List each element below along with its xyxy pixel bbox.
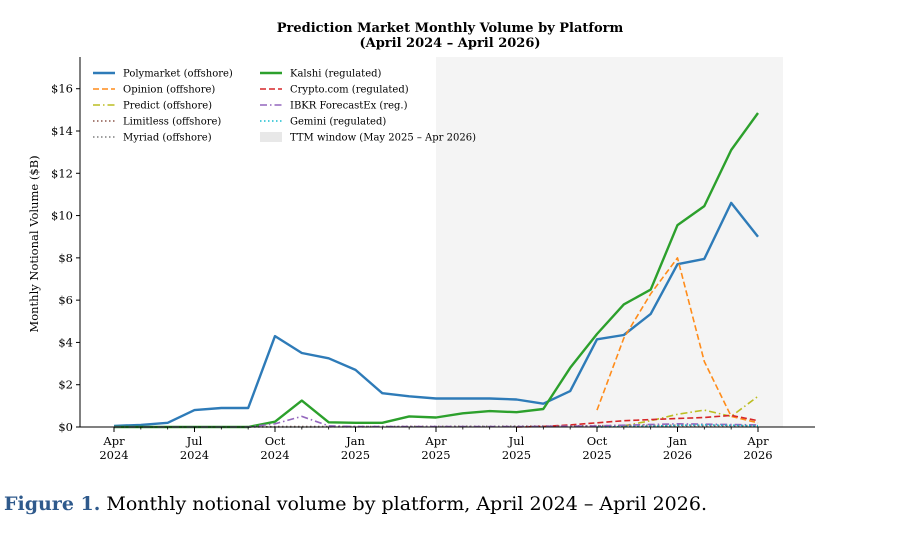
- x-tick-month-label: Jul: [186, 434, 203, 448]
- y-tick-label: $4: [58, 335, 73, 349]
- x-tick-month-label: Jul: [508, 434, 525, 448]
- axes: [79, 57, 815, 428]
- x-tick-month-label: Apr: [424, 434, 447, 448]
- chart-title: Prediction Market Monthly Volume by Plat…: [277, 21, 624, 36]
- legend-label: Kalshi (regulated): [290, 69, 382, 80]
- series-line-7: [114, 415, 759, 428]
- legend-label: TTM window (May 2025 – Apr 2026): [290, 133, 476, 144]
- x-tick-year-label: 2024: [180, 448, 209, 462]
- y-tick-label: $8: [58, 251, 73, 265]
- y-tick-label: $16: [51, 82, 73, 96]
- series-line-8: [596, 424, 759, 428]
- figure-caption: Figure 1. Monthly notional volume by pla…: [4, 493, 707, 515]
- x-tick-year-label: 2024: [99, 448, 128, 462]
- legend-label: Crypto.com (regulated): [290, 85, 409, 96]
- series-line-2: [623, 395, 759, 427]
- legend-swatch-ttm: [260, 132, 282, 142]
- x-tick-month-label: Oct: [587, 434, 608, 448]
- chart-subtitle: (April 2024 – April 2026): [359, 36, 540, 51]
- legend-label: Gemini (regulated): [290, 117, 386, 128]
- x-tick-year-label: 2025: [421, 448, 450, 462]
- x-tick-year-label: 2025: [502, 448, 531, 462]
- y-tick-label: $0: [58, 420, 73, 434]
- x-tick-month-label: Jan: [667, 434, 687, 448]
- x-tick-year-label: 2026: [743, 448, 772, 462]
- x-tick-year-label: 2025: [582, 448, 611, 462]
- y-axis-ticks: $0 $2 $4 $6 $8 $10 $12 $14 $16: [51, 82, 80, 434]
- legend-label: Predict (offshore): [123, 101, 212, 112]
- x-tick-year-label: 2026: [663, 448, 692, 462]
- x-axis-ticks: Apr2024Jul2024Oct2024Jan2025Apr2025Jul20…: [99, 427, 773, 462]
- figure-caption-label: Figure 1.: [4, 493, 101, 515]
- y-tick-label: $14: [51, 124, 73, 138]
- series-line-1: [596, 257, 759, 424]
- y-tick-label: $10: [51, 209, 73, 223]
- series-lines: [113, 112, 759, 429]
- figure-caption-text: Monthly notional volume by platform, Apr…: [106, 493, 707, 515]
- legend: Polymarket (offshore) Opinion (offshore) P…: [93, 69, 476, 144]
- ttm-window-rect: [436, 57, 783, 427]
- y-tick-label: $2: [58, 378, 73, 392]
- y-tick-label: $12: [51, 166, 73, 180]
- legend-label: Limitless (offshore): [123, 117, 221, 128]
- x-tick-month-label: Oct: [265, 434, 286, 448]
- legend-label: Myriad (offshore): [123, 133, 212, 144]
- x-tick-year-label: 2024: [260, 448, 289, 462]
- x-tick-month-label: Apr: [102, 434, 125, 448]
- x-tick-year-label: 2025: [341, 448, 370, 462]
- chart: Prediction Market Monthly Volume by Plat…: [27, 21, 815, 462]
- series-line-0: [113, 201, 759, 428]
- x-tick-month-label: Jan: [345, 434, 365, 448]
- legend-label: IBKR ForecastEx (reg.): [290, 101, 408, 112]
- legend-label: Opinion (offshore): [123, 85, 215, 96]
- y-axis-label: Monthly Notional Volume ($B): [27, 155, 41, 332]
- y-tick-label: $6: [58, 293, 73, 307]
- legend-label: Polymarket (offshore): [123, 69, 233, 80]
- series-line-4: [114, 425, 758, 428]
- x-tick-month-label: Apr: [746, 434, 769, 448]
- ttm-shaded-region: [436, 57, 783, 427]
